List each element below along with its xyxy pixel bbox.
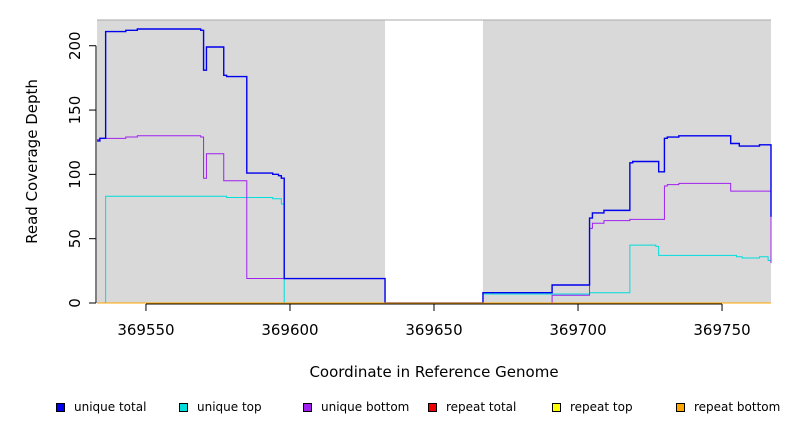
x-tick-label: 369750	[693, 321, 750, 339]
x-axis-label: Coordinate in Reference Genome	[309, 363, 558, 381]
legend-swatch	[428, 402, 437, 412]
legend-swatch	[56, 402, 65, 412]
x-tick-label: 369650	[405, 321, 462, 339]
legend-item-unique-total: unique total	[56, 400, 146, 414]
legend-label: repeat total	[446, 400, 517, 414]
shaded-region-2	[482, 20, 771, 303]
series-lines	[97, 28, 772, 304]
legend-label: unique total	[74, 400, 147, 414]
y-tick-label: 150	[66, 96, 84, 125]
y-axis: 0 50 100 150 200	[66, 31, 97, 308]
legend-label: unique bottom	[321, 400, 410, 414]
legend: unique total unique top unique bottom repea…	[0, 400, 792, 418]
legend-item-repeat-top: repeat top	[552, 400, 633, 414]
y-tick-label: 50	[66, 229, 84, 248]
y-axis-label: Read Coverage Depth	[23, 79, 41, 244]
y-tick-label: 100	[66, 160, 84, 189]
legend-label: repeat top	[570, 400, 633, 414]
legend-label: unique top	[197, 400, 262, 414]
legend-item-repeat-total: repeat total	[428, 400, 516, 414]
legend-swatch	[676, 402, 685, 412]
y-tick-label: 0	[66, 298, 84, 308]
x-axis: 369550 369600 369650 369700 369750	[117, 303, 751, 339]
legend-swatch	[303, 402, 312, 412]
x-tick-label: 369700	[549, 321, 606, 339]
y-tick-label: 200	[66, 31, 84, 60]
coverage-chart: 369550 369600 369650 369700 369750 0 50 100 150…	[23, 19, 772, 381]
legend-item-unique-top: unique top	[179, 400, 262, 414]
legend-swatch	[179, 402, 188, 412]
legend-item-repeat-bottom: repeat bottom	[676, 400, 780, 414]
legend-label: repeat bottom	[694, 400, 781, 414]
legend-item-unique-bottom: unique bottom	[303, 400, 409, 414]
shaded-region-1	[97, 20, 386, 303]
x-tick-label: 369550	[117, 321, 174, 339]
x-tick-label: 369600	[261, 321, 318, 339]
legend-swatch	[552, 402, 561, 412]
